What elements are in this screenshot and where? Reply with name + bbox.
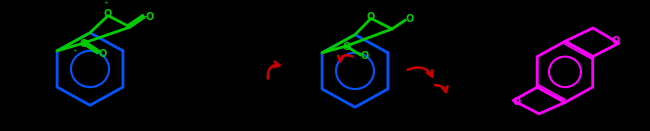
- Text: O: O: [512, 97, 521, 107]
- Text: O: O: [361, 51, 369, 61]
- Text: O: O: [612, 36, 620, 46]
- Text: O: O: [80, 39, 88, 49]
- Text: O: O: [406, 14, 414, 24]
- Text: ⁻: ⁻: [96, 48, 102, 58]
- Text: ⁻: ⁻: [141, 14, 147, 24]
- Text: ⁺: ⁺: [73, 48, 77, 57]
- Text: O: O: [99, 49, 107, 59]
- Text: O: O: [367, 12, 375, 21]
- Text: O: O: [104, 9, 112, 19]
- Text: O: O: [146, 12, 154, 21]
- Text: ⁺: ⁺: [104, 0, 108, 9]
- Text: O: O: [343, 42, 351, 52]
